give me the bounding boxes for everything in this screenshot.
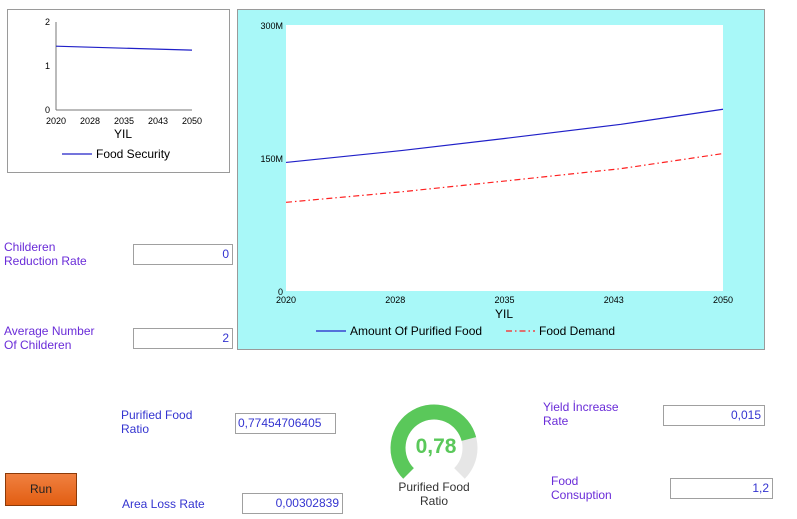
label-line-1: Purified Food xyxy=(121,408,193,422)
food-security-chart-panel: 0 1 2 2020 2028 2035 2043 2050 YIL Food Securi… xyxy=(7,9,230,173)
yield-increase-rate-label: Yield İncrease Rate xyxy=(543,400,619,428)
purified-food-ratio-input[interactable]: 0,77454706405 xyxy=(235,413,336,434)
gauge-caption-line-2: Ratio xyxy=(419,494,448,508)
childeren-reduction-rate-input[interactable]: 0 xyxy=(133,244,233,265)
y-tick-label: 0 xyxy=(45,105,50,115)
gauge-fill xyxy=(390,404,477,479)
gauge-caption-line-1: Purified Food xyxy=(398,480,470,494)
average-number-of-childeren-label: Average Number Of Childeren xyxy=(4,324,95,352)
food-security-chart: 0 1 2 2020 2028 2035 2043 2050 YIL Food Securi… xyxy=(45,17,202,161)
x-tick-label: 2043 xyxy=(604,295,624,305)
x-tick-label: 2043 xyxy=(148,116,168,126)
purified-food-chart: 0 150M 300M 2020 2028 2035 2043 2050 YIL Amoun… xyxy=(260,21,733,338)
x-axis-label: YIL xyxy=(495,307,513,321)
series-line-food-security xyxy=(55,45,193,51)
y-tick-label: 2 xyxy=(45,17,50,27)
run-button[interactable]: Run xyxy=(5,473,77,506)
yield-increase-rate-input[interactable]: 0,015 xyxy=(663,405,765,426)
label-line-2: Of Childeren xyxy=(4,338,72,352)
label-line-2: Rate xyxy=(543,414,569,428)
label-line-2: Reduction Rate xyxy=(4,254,87,268)
y-tick-label: 0 xyxy=(278,287,283,297)
y-tick-label: 1 xyxy=(45,61,50,71)
legend-food-demand: Food Demand xyxy=(539,324,615,338)
x-tick-label: 2050 xyxy=(182,116,202,126)
gauge-caption: Purified Food Ratio xyxy=(384,480,484,508)
label-line-2: Consuption xyxy=(551,488,612,502)
area-loss-rate-input[interactable]: 0,00302839 xyxy=(242,493,343,514)
label-line-1: Food xyxy=(551,474,579,488)
legend-amount-of-purified-food: Amount Of Purified Food xyxy=(350,324,482,338)
purified-food-chart-panel: 0 150M 300M 2020 2028 2035 2043 2050 YIL Amoun… xyxy=(237,9,765,350)
purified-food-ratio-label: Purified Food Ratio xyxy=(121,408,192,436)
x-tick-label: 2020 xyxy=(46,116,66,126)
area-loss-rate-label: Area Loss Rate xyxy=(122,497,205,511)
x-tick-label: 2035 xyxy=(114,116,134,126)
plot-area xyxy=(286,25,723,291)
y-tick-label: 300M xyxy=(260,21,283,31)
x-tick-label: 2028 xyxy=(385,295,405,305)
label-line-1: Yield İncrease xyxy=(543,400,619,414)
y-tick-label: 150M xyxy=(260,154,283,164)
average-number-of-childeren-input[interactable]: 2 xyxy=(133,328,233,349)
series-line-purified-food xyxy=(285,108,724,164)
childeren-reduction-rate-label: Childeren Reduction Rate xyxy=(4,240,87,268)
food-consuption-label: Food Consuption xyxy=(551,474,612,502)
label-line-1: Average Number xyxy=(4,324,95,338)
x-axis-label: YIL xyxy=(114,127,132,141)
x-tick-label: 2050 xyxy=(713,295,733,305)
x-tick-label: 2020 xyxy=(276,295,296,305)
food-consuption-input[interactable]: 1,2 xyxy=(670,478,773,499)
purified-food-ratio-gauge: 0,78 xyxy=(390,404,478,479)
series-line-food-demand xyxy=(285,152,724,203)
x-tick-label: 2035 xyxy=(494,295,514,305)
gauge-value: 0,78 xyxy=(416,435,457,458)
label-line-1: Childeren xyxy=(4,240,56,254)
x-tick-label: 2028 xyxy=(80,116,100,126)
legend-food-security: Food Security xyxy=(96,147,170,161)
label-line-2: Ratio xyxy=(121,422,150,436)
